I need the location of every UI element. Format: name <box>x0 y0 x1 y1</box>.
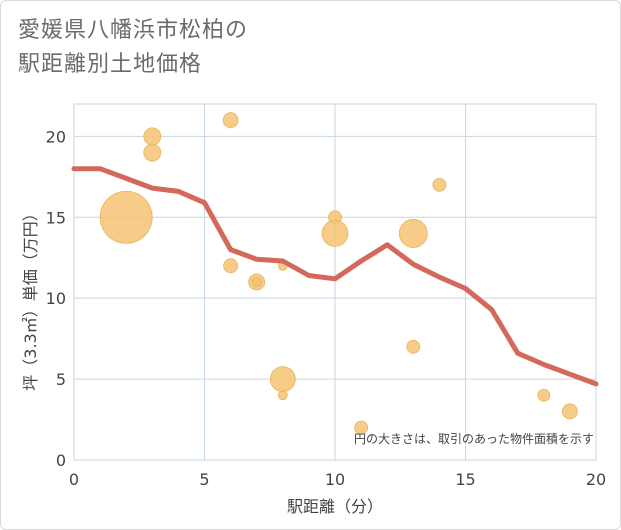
x-tick-label: 5 <box>199 470 209 489</box>
y-tick-label: 10 <box>46 289 66 308</box>
chart-title: 愛媛県八幡浜市松柏の 駅距離別土地価格 <box>18 14 248 82</box>
x-tick-label: 20 <box>586 470 606 489</box>
bubble <box>223 258 239 274</box>
bubble <box>269 366 296 392</box>
x-tick-labels: 0 5 10 15 20 <box>69 470 606 489</box>
bubble <box>143 143 162 162</box>
y-tick-labels: 0 5 10 15 20 <box>46 127 66 470</box>
bubble <box>406 339 421 354</box>
bubble <box>562 403 578 420</box>
bubble <box>398 219 428 248</box>
bubble <box>99 190 153 244</box>
bubble <box>354 420 369 435</box>
y-tick-label: 20 <box>46 127 66 146</box>
bubble <box>321 220 349 247</box>
y-tick-label: 15 <box>46 208 66 227</box>
bubble <box>277 390 288 401</box>
size-note: 円の大きさは、取引のあった物件面積を示す <box>354 431 594 446</box>
chart-title-line1: 愛媛県八幡浜市松柏の <box>18 18 249 43</box>
y-tick-label: 0 <box>56 451 66 470</box>
bubble <box>432 178 447 192</box>
y-tick-label: 5 <box>56 370 66 389</box>
x-axis-label: 駅距離（分） <box>287 497 383 516</box>
bubble <box>143 127 162 146</box>
bubble-layer <box>99 112 578 435</box>
y-axis-label: 坪（3.3㎡）単価（万円） <box>21 205 40 390</box>
x-tick-label: 15 <box>455 470 475 489</box>
bubble <box>251 277 262 287</box>
bubble <box>222 112 239 129</box>
x-tick-label: 0 <box>69 470 79 489</box>
trend-line <box>71 166 599 387</box>
x-tick-label: 10 <box>325 470 345 489</box>
bubble <box>537 388 551 402</box>
chart-title-line2: 駅距離別土地価格 <box>18 52 203 77</box>
